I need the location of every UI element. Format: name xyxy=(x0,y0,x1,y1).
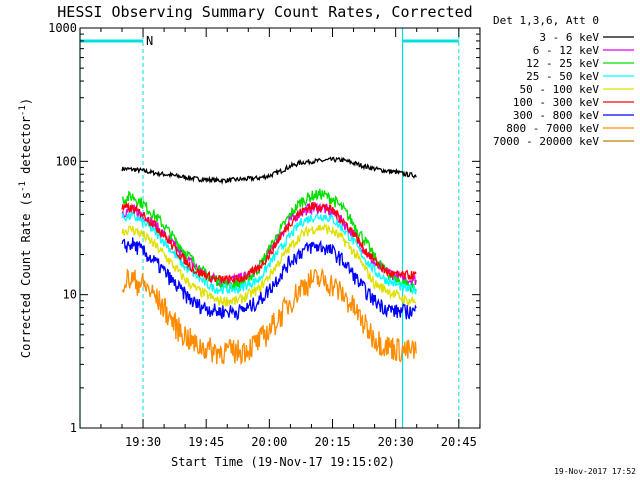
y-tick-label: 100 xyxy=(55,154,77,168)
x-tick-label: 19:30 xyxy=(125,435,161,449)
legend-entry: 12 - 25 keV xyxy=(526,57,599,70)
legend-entry: 800 - 7000 keV xyxy=(506,122,599,135)
y-tick-label: 10 xyxy=(63,288,77,302)
legend-entry: 100 - 300 keV xyxy=(513,96,599,109)
series-line xyxy=(121,210,417,295)
legend-entry: 25 - 50 keV xyxy=(526,70,599,83)
legend-entry: 300 - 800 keV xyxy=(513,109,599,122)
legend-entry: 3 - 6 keV xyxy=(539,31,599,44)
night-flags xyxy=(79,28,460,428)
y-tick-label: 1000 xyxy=(48,21,77,35)
series-line xyxy=(121,156,417,186)
x-tick-label: 20:30 xyxy=(378,435,414,449)
y-axis-label: Corrected Count Rate (s-1 detector-1) xyxy=(18,98,33,358)
series-line xyxy=(121,222,417,308)
axes: 1 10 100 1000 19:30 19:45 20:00 20:15 20:30 20:45 xyxy=(48,21,481,449)
timestamp: 19-Nov-2017 17:52 xyxy=(554,467,636,476)
flag-label: N xyxy=(146,34,153,48)
x-tick-label: 19:45 xyxy=(188,435,224,449)
x-tick-label: 20:00 xyxy=(251,435,287,449)
plot-frame xyxy=(79,27,481,429)
x-axis-label: Start Time (19-Nov-17 19:15:02) xyxy=(171,455,395,469)
chart-title: HESSI Observing Summary Count Rates, Cor… xyxy=(57,3,472,21)
legend-header: Det 1,3,6, Att 0 xyxy=(493,14,599,27)
y-tick-label: 1 xyxy=(70,421,77,435)
series-line xyxy=(121,188,417,295)
series-line xyxy=(121,237,417,321)
x-tick-label: 20:15 xyxy=(314,435,350,449)
legend-entry: 50 - 100 keV xyxy=(520,83,600,96)
series-line xyxy=(121,201,417,284)
x-tick-label: 20:45 xyxy=(441,435,477,449)
series-layer xyxy=(121,156,417,366)
series-line xyxy=(121,267,417,366)
legend-entry: 6 - 12 keV xyxy=(533,44,600,57)
legend-entry: 7000 - 20000 keV xyxy=(493,135,599,148)
